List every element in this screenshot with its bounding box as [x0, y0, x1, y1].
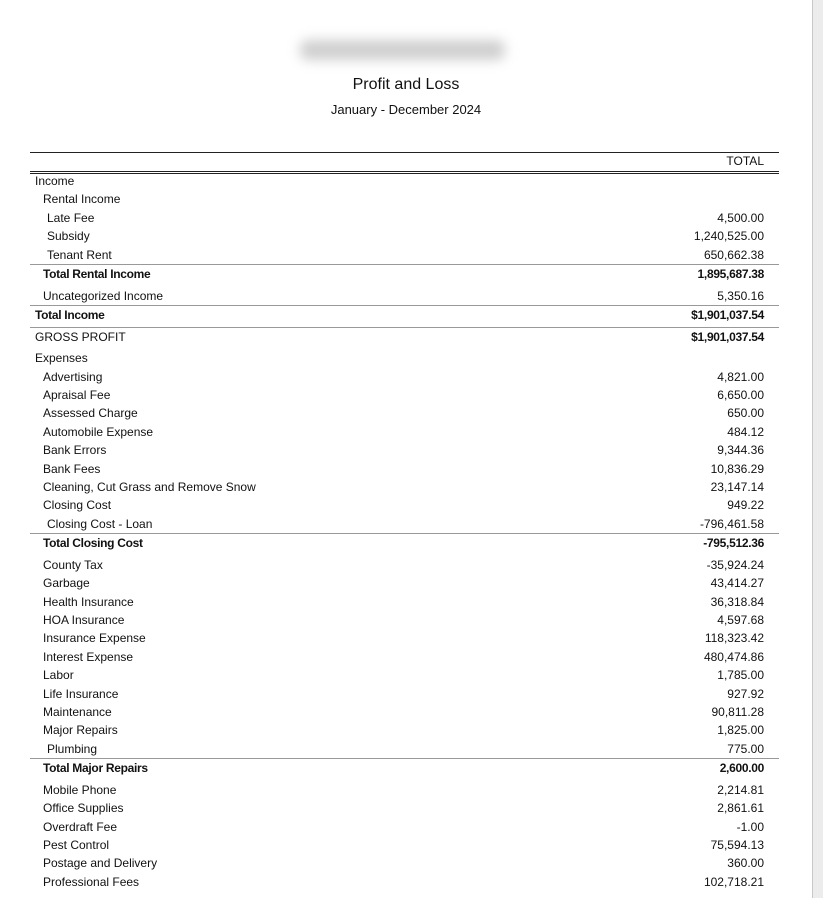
- row-label: Garbage: [43, 576, 90, 591]
- row-label: Insurance Expense: [43, 631, 146, 646]
- row-label: Labor: [43, 668, 74, 683]
- row-separator: [30, 326, 779, 328]
- row-amount: 43,414.27: [710, 576, 764, 591]
- row-label: Uncategorized Income: [43, 288, 164, 303]
- row-amount: 2,214.81: [717, 782, 764, 797]
- row-separator: [30, 264, 779, 266]
- row-label: Bank Fees: [43, 461, 101, 476]
- row-amount: 4,597.68: [717, 612, 764, 627]
- row-label: Professional Fees: [43, 874, 140, 889]
- row-amount: 2,600.00: [719, 761, 765, 776]
- row-label: Assessed Charge: [43, 406, 138, 421]
- row-amount: 10,836.29: [710, 461, 764, 476]
- row-amount: 90,811.28: [711, 704, 765, 719]
- row-amount: 102,718.21: [703, 874, 764, 889]
- row-amount: 480,474.86: [703, 649, 764, 664]
- row-amount: -795,512.36: [703, 536, 764, 551]
- row-label: HOA Insurance: [43, 612, 125, 627]
- row-label: County Tax: [43, 557, 103, 572]
- row-amount: 949.22: [727, 498, 764, 513]
- row-label: Major Repairs: [43, 723, 118, 738]
- row-label: Office Supplies: [43, 801, 124, 816]
- row-amount: $1,901,037.54: [691, 329, 764, 344]
- row-label: Life Insurance: [43, 686, 119, 701]
- report-title: Profit and Loss: [352, 76, 460, 93]
- row-amount: 6,650.00: [717, 387, 764, 402]
- row-amount: $1,901,037.54: [691, 308, 764, 323]
- report-period: January - December 2024: [330, 102, 482, 117]
- blurred-company-name: [300, 40, 505, 60]
- row-label: Automobile Expense: [43, 424, 154, 439]
- row-label: Mobile Phone: [43, 782, 117, 797]
- row-label: Subsidy: [47, 229, 90, 244]
- header-rule: [30, 152, 779, 153]
- row-separator: [30, 533, 779, 535]
- row-separator: [30, 758, 779, 760]
- row-amount: 4,821.00: [717, 369, 764, 384]
- row-label: Late Fee: [47, 210, 95, 225]
- row-amount: 650,662.38: [703, 247, 764, 262]
- row-amount: 75,594.13: [710, 837, 764, 852]
- viewer-margin: [813, 0, 823, 898]
- row-label: Total Rental Income: [43, 267, 151, 282]
- row-label: Closing Cost: [43, 498, 112, 513]
- row-amount: 650.00: [727, 406, 764, 421]
- row-amount: 1,240,525.00: [693, 229, 764, 244]
- row-amount: 1,895,687.38: [697, 267, 765, 282]
- row-amount: 9,344.36: [717, 443, 764, 458]
- row-label: Interest Expense: [43, 649, 134, 664]
- row-label: Apraisal Fee: [43, 387, 111, 402]
- row-label: Overdraft Fee: [43, 819, 118, 834]
- row-amount: 2,861.61: [717, 801, 764, 816]
- row-amount: 1,825.00: [717, 723, 764, 738]
- row-label: Income: [35, 174, 75, 188]
- row-amount: -1.00: [736, 819, 764, 834]
- row-label: Maintenance: [43, 704, 112, 719]
- row-label: Total Closing Cost: [43, 536, 143, 551]
- row-label: Cleaning, Cut Grass and Remove Snow: [43, 479, 256, 494]
- row-label: Bank Errors: [43, 443, 107, 458]
- column-header: TOTAL: [726, 154, 764, 168]
- row-amount: 118,323.42: [704, 631, 764, 646]
- row-label: Advertising: [43, 369, 103, 384]
- row-amount: 23,147.14: [710, 479, 764, 494]
- row-label: Postage and Delivery: [43, 856, 158, 871]
- row-label: Total Income: [35, 308, 105, 323]
- row-label: Total Major Repairs: [43, 761, 148, 776]
- row-label: Closing Cost - Loan: [47, 516, 153, 531]
- row-amount: 775.00: [727, 741, 764, 756]
- row-label: Rental Income: [43, 192, 121, 207]
- row-amount: 5,350.16: [717, 288, 764, 303]
- row-label: Pest Control: [43, 837, 110, 852]
- row-amount: -35,924.24: [706, 557, 764, 572]
- header-double-rule: [30, 171, 779, 174]
- row-separator: [30, 305, 779, 307]
- row-label: Expenses: [35, 351, 88, 366]
- row-label: GROSS PROFIT: [35, 329, 126, 344]
- row-amount: 1,785.00: [717, 668, 764, 683]
- row-amount: 484.12: [727, 424, 764, 439]
- row-label: Tenant Rent: [47, 247, 112, 262]
- row-amount: 927.92: [727, 686, 764, 701]
- row-label: Plumbing: [47, 741, 98, 756]
- row-label: Health Insurance: [43, 594, 134, 609]
- row-amount: -796,461.58: [699, 516, 764, 531]
- row-amount: 360.00: [727, 856, 764, 871]
- row-amount: 36,318.84: [710, 594, 764, 609]
- row-amount: 4,500.00: [717, 210, 764, 225]
